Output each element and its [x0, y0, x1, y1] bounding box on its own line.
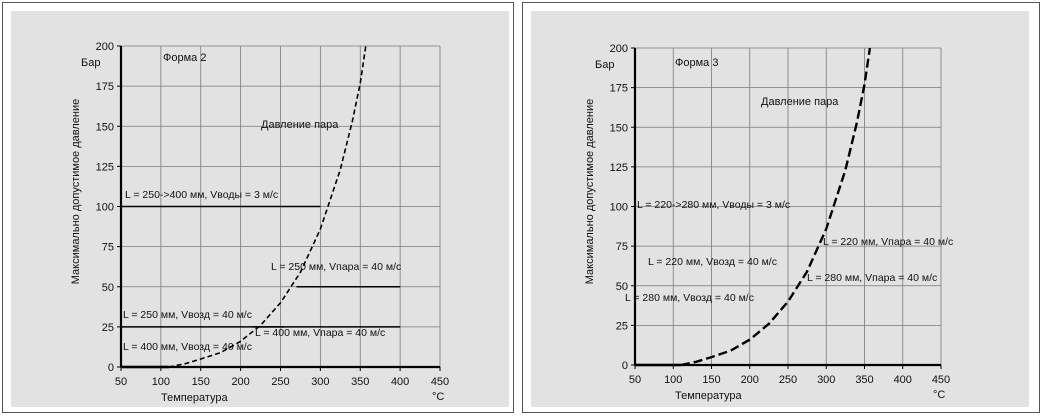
- y-tick-label: 50: [102, 282, 114, 294]
- annotation-label: L = 220->280 мм, Vводы = 3 м/с: [637, 199, 790, 211]
- x-tick-label: 50: [115, 376, 127, 388]
- y-tick-label: 125: [610, 162, 628, 174]
- chart-background: [11, 11, 509, 407]
- x-tick-label: 300: [311, 376, 329, 388]
- y-tick-label: 0: [622, 360, 628, 372]
- annotation-label: L = 220 мм, Vпара = 40 м/с: [823, 236, 953, 248]
- y-tick-label: 25: [102, 322, 114, 334]
- y-tick-label: 75: [616, 241, 628, 253]
- x-tick-label: 450: [431, 376, 449, 388]
- y-axis-title: Максимально допустимое давление: [584, 99, 596, 284]
- annotation-label: L = 220 мм, Vвозд = 40 м/с: [648, 256, 777, 268]
- x-tick-label: 450: [932, 374, 950, 386]
- x-axis-title: Температура: [161, 392, 229, 404]
- x-tick-label: 150: [192, 376, 210, 388]
- y-axis-title: Максимально допустимое давление: [70, 99, 82, 284]
- steam-pressure-curve: [680, 47, 872, 367]
- y-tick-label: 175: [96, 81, 114, 93]
- y-tick-label: 175: [610, 83, 628, 95]
- x-tick-label: 250: [779, 374, 797, 386]
- limit-line-label: L = 400 мм, Vпара = 40 м/с: [255, 327, 385, 339]
- x-tick-label: 350: [855, 374, 873, 386]
- x-axis-unit: °C: [432, 391, 444, 403]
- y-tick-label: 125: [96, 161, 114, 173]
- steam-pressure-curve: [168, 45, 367, 368]
- x-tick-label: 100: [152, 376, 170, 388]
- x-tick-label: 100: [664, 374, 682, 386]
- curve-label: Давление пара: [761, 96, 839, 108]
- x-axis-unit: °C: [933, 389, 945, 401]
- y-tick-label: 200: [96, 41, 114, 53]
- y-tick-label: 150: [96, 121, 114, 133]
- x-tick-label: 200: [231, 376, 249, 388]
- y-tick-label: 0: [108, 362, 114, 374]
- curve-label: Давление пара: [261, 119, 339, 131]
- form-label: Форма 2: [163, 52, 206, 64]
- y-tick-label: 50: [616, 281, 628, 293]
- y-axis-unit: Бар: [595, 59, 614, 71]
- y-tick-label: 25: [616, 320, 628, 332]
- chart-form-3: 50 100 150 200 250 300 350 400 450 0 25 50 75 100 125 1…: [531, 11, 1029, 407]
- chart-background: [531, 11, 1029, 407]
- chart-panel-form-3: 50 100 150 200 250 300 350 400 450 0 25 50 75 100 125 1…: [522, 2, 1040, 413]
- annotation-label: L = 280 мм, Vвозд = 40 м/с: [625, 292, 754, 304]
- limit-line-label: L = 400 мм, Vвозд = 40 м/с: [123, 341, 252, 353]
- chart-panel-form-2: 50 100 150 200 250 300 350 400 450 0 25 50 75 100 125 1…: [2, 2, 514, 413]
- x-axis-title: Температура: [675, 390, 743, 402]
- x-tick-label: 300: [817, 374, 835, 386]
- y-tick-label: 100: [610, 202, 628, 214]
- chart-form-2: 50 100 150 200 250 300 350 400 450 0 25 50 75 100 125 1…: [11, 11, 509, 407]
- x-tick-label: 400: [391, 376, 409, 388]
- x-tick-label: 400: [894, 374, 912, 386]
- y-tick-label: 200: [610, 43, 628, 55]
- limit-line-label: L = 250 мм, Vпара = 40 м/с: [271, 261, 401, 273]
- annotation-label: L = 280 мм, Vпара = 40 м/с: [807, 272, 937, 284]
- x-tick-label: 200: [741, 374, 759, 386]
- limit-line-label: L = 250 мм, Vвозд = 40 м/с: [123, 309, 252, 321]
- x-tick-label: 250: [271, 376, 289, 388]
- form-label: Форма 3: [675, 57, 718, 69]
- y-tick-label: 75: [102, 242, 114, 254]
- y-axis-unit: Бар: [81, 57, 100, 69]
- y-tick-label: 100: [96, 202, 114, 214]
- x-tick-label: 150: [702, 374, 720, 386]
- x-tick-label: 350: [351, 376, 369, 388]
- limit-line-label: L = 250->400 мм, Vводы = 3 м/с: [125, 189, 278, 201]
- x-tick-label: 50: [629, 374, 641, 386]
- y-tick-label: 150: [610, 122, 628, 134]
